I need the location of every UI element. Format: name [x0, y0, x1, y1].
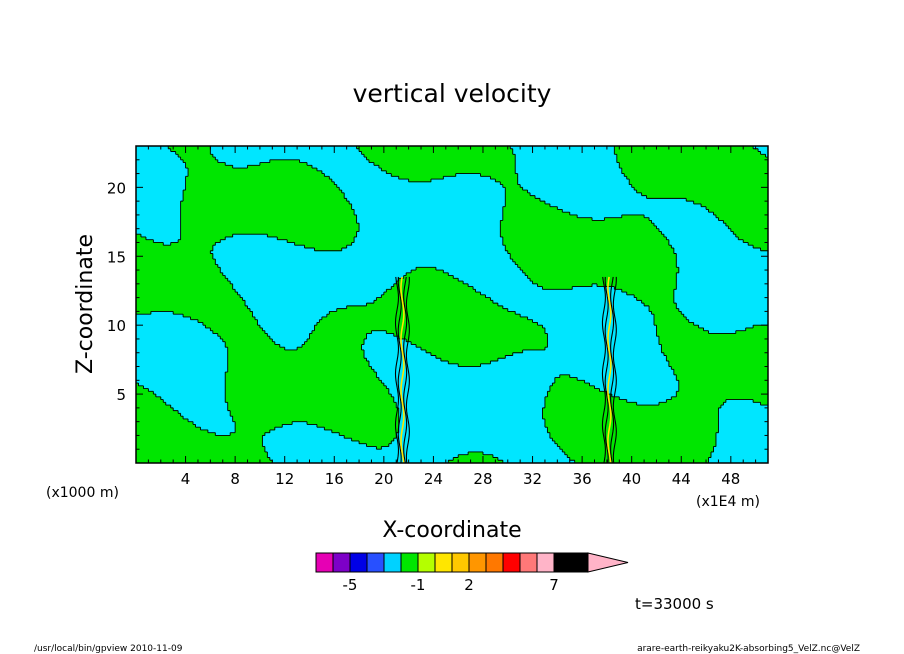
footer-left: /usr/local/bin/gpview 2010-11-09: [34, 644, 183, 654]
colorbar-swatch: [485, 552, 504, 573]
x-unit-left: (x1000 m): [46, 485, 119, 501]
jet-contour: [397, 276, 402, 463]
x-axis-ticks: 4 8 12 16 20 24 28 32 36 40 44 48: [147, 146, 757, 488]
chart-title: vertical velocity: [353, 79, 552, 108]
x-tick-label: 4: [181, 470, 191, 488]
x-tick-label: 16: [325, 470, 344, 488]
jet-contour: [400, 276, 405, 463]
jet-contour: [403, 276, 408, 463]
x-tick-label: 48: [721, 470, 740, 488]
colorbar-swatch: [519, 552, 538, 573]
plot-area: [135, 145, 769, 464]
colorbar-swatch: [434, 552, 453, 573]
jet-contour: [604, 276, 609, 463]
colorbar-label: 2: [464, 576, 474, 594]
colorbar-label: -5: [343, 576, 358, 594]
colorbar-label: -1: [411, 576, 426, 594]
x-tick-label: 24: [424, 470, 443, 488]
footer-right: arare-earth-reikyaku2K-absorbing5_VelZ.n…: [637, 644, 860, 654]
x-tick-label: 8: [230, 470, 240, 488]
colorbar-swatch: [468, 552, 487, 573]
velocity-field: [136, 146, 768, 463]
jet-contour: [612, 276, 617, 463]
plot-frame: [135, 145, 769, 464]
positive-velocity-region: [136, 146, 768, 463]
colorbar-swatch: [315, 552, 334, 573]
vertical-jet: [394, 276, 410, 463]
colorbar-swatch: [332, 552, 351, 573]
colorbar-extend-arrow: [587, 552, 629, 573]
colorbar-swatch: [417, 552, 436, 573]
colorbar-label: 7: [549, 576, 559, 594]
colorbar-swatch: [366, 552, 385, 573]
x-unit-right: (x1E4 m): [696, 494, 760, 510]
time-label: t=33000 s: [635, 595, 714, 613]
x-tick-label: 36: [573, 470, 592, 488]
jet-contour: [607, 276, 612, 463]
x-tick-label: 12: [275, 470, 294, 488]
y-tick-label: 20: [107, 179, 126, 197]
colorbar-swatch: [536, 552, 555, 573]
colorbar-swatch: [553, 552, 589, 573]
colorbar-swatch: [349, 552, 368, 573]
x-tick-label: 32: [523, 470, 542, 488]
jet-contour: [601, 276, 606, 463]
colorbar-swatch: [383, 552, 402, 573]
jet-contour: [405, 276, 410, 463]
y-axis-ticks: 5 10 15 20: [107, 159, 768, 450]
x-tick-label: 44: [672, 470, 691, 488]
x-tick-label: 28: [473, 470, 492, 488]
colorbar-swatch: [451, 552, 470, 573]
y-tick-label: 5: [116, 386, 126, 404]
x-tick-label: 40: [622, 470, 641, 488]
vertical-jet: [601, 276, 617, 463]
colorbar: [315, 552, 629, 573]
jet-contour: [610, 276, 615, 463]
colorbar-swatch: [400, 552, 419, 573]
x-axis-label: X-coordinate: [382, 518, 521, 543]
colorbar-swatch: [502, 552, 521, 573]
y-tick-label: 10: [107, 317, 126, 335]
x-tick-label: 20: [374, 470, 393, 488]
jet-contour: [394, 276, 400, 463]
colorbar-labels: -5 -1 2 7: [343, 576, 559, 594]
y-axis-label: Z-coordinate: [73, 234, 98, 374]
y-tick-label: 15: [107, 248, 126, 266]
